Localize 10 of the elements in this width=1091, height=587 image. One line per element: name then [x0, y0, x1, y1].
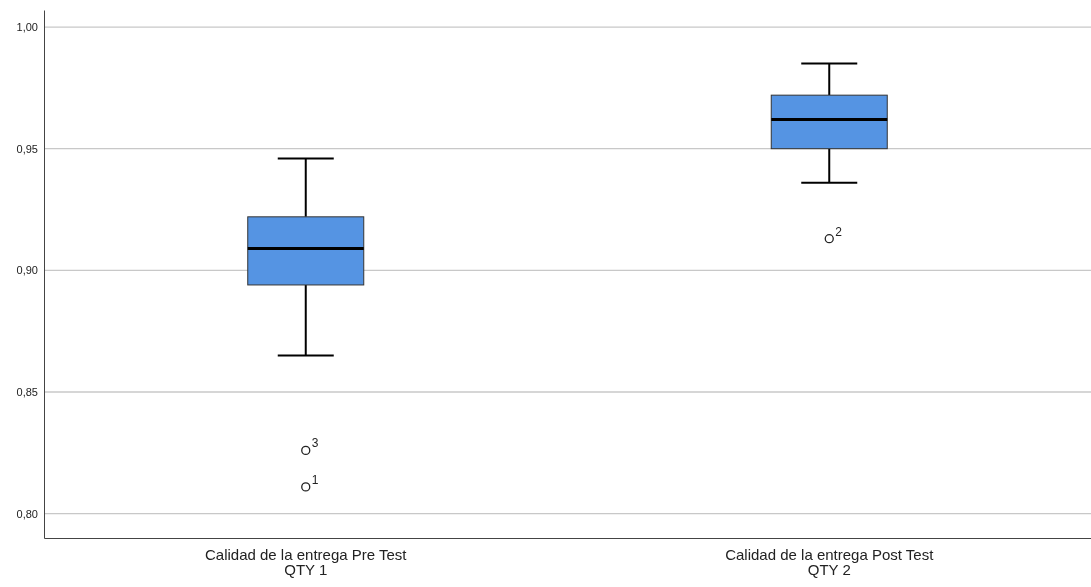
x-tick-label: Calidad de la entrega Pre Test QTY 1: [204, 546, 408, 578]
y-tick-label: 0,80: [16, 507, 38, 520]
y-tick-label: 0,90: [16, 264, 38, 277]
annotation: 2: [835, 224, 843, 239]
y-tick-label: 1,00: [16, 21, 38, 34]
x-tick-label: Calidad de la entrega Post Test QTY 2: [725, 546, 935, 578]
y-tick-label: 0,95: [16, 142, 38, 155]
annotation: 1: [311, 472, 319, 487]
y-tick-label: 0,85: [16, 386, 38, 399]
annotation: 3: [311, 436, 319, 451]
